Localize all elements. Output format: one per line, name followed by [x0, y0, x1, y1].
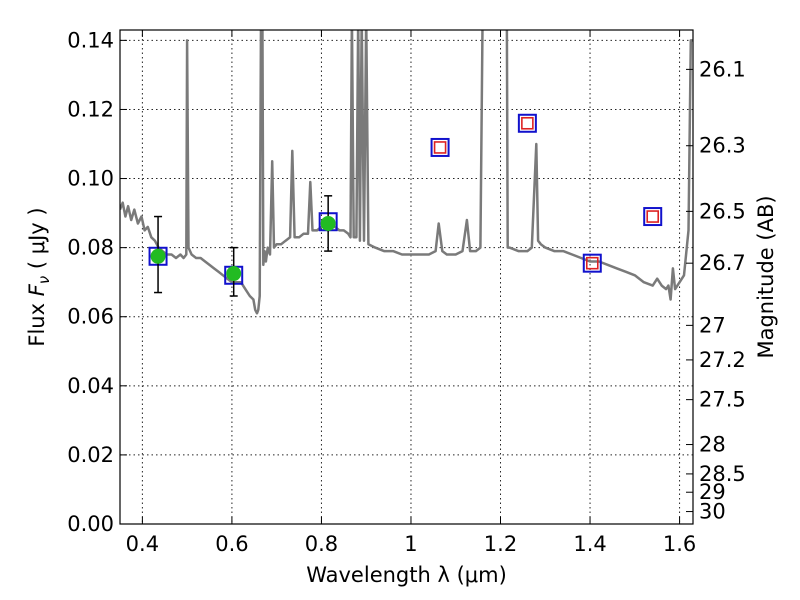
x-axis-title: Wavelength λ (μm): [306, 563, 507, 587]
y2-tick-label: 28: [699, 433, 726, 457]
axes-frame: [119, 29, 694, 525]
photometry-square-marker: [430, 137, 450, 157]
upper-limit-square-marker: [646, 210, 660, 223]
y2-tick-label: 27.2: [699, 348, 746, 372]
y-tick-label: 0.08: [67, 236, 114, 260]
y2-tick-label: 27.5: [699, 388, 746, 412]
upper-limit-square-marker: [433, 141, 447, 154]
y2-tick-label: 26.7: [699, 251, 746, 275]
y2-tick-label: 30: [699, 500, 726, 524]
y2-tick-label: 28.5: [699, 462, 746, 486]
y-axis-title-prefix: Flux: [25, 296, 49, 346]
photometry-square-marker: [517, 113, 537, 133]
y-tick-label: 0.02: [67, 443, 114, 467]
y-tick-label: 0.00: [67, 512, 114, 536]
y-tick-label: 0.10: [67, 167, 114, 191]
y2-tick-label: 26.1: [699, 57, 746, 81]
y2-tick-label: 26.5: [699, 199, 746, 223]
axis-ticks: 0.4 0.6 0.8 1 1.2 1.4 1.6 0.00 0.02 0.04 0.06 0.08 0…: [67, 28, 746, 556]
x-tick-label: 0.4: [126, 532, 159, 556]
y-axis-title-suffix: ( μJy ): [25, 207, 49, 275]
y-axis-title-subscript: ν: [35, 276, 53, 284]
measured-flux-point: [320, 215, 336, 231]
y-tick-label: 0.04: [67, 374, 114, 398]
y2-tick-label: 29: [699, 480, 726, 504]
x-tick-label: 0.8: [305, 532, 338, 556]
photometry-square-marker: [582, 253, 602, 273]
y-tick-label: 0.06: [67, 305, 114, 329]
y-axis-title: Flux Fν ( μJy ): [25, 207, 53, 346]
measured-flux-point: [150, 248, 166, 264]
spectrum-line: [120, 30, 693, 315]
y-tick-label: 0.14: [67, 28, 114, 52]
x-tick-label: 1: [404, 532, 417, 556]
x-tick-label: 1.4: [573, 532, 606, 556]
upper-limit-square-marker: [521, 116, 534, 130]
x-tick-label: 1.2: [484, 532, 517, 556]
photometry-square-marker: [643, 207, 663, 227]
grid-lines: [120, 30, 693, 524]
y2-tick-label: 27: [699, 313, 726, 337]
measured-flux-point: [226, 266, 242, 282]
upper-limit-square-marker: [585, 256, 599, 270]
y2-tick-label: 26.3: [699, 134, 746, 158]
y-axis-title-symbol: F: [25, 283, 49, 296]
x-tick-label: 0.6: [215, 532, 248, 556]
x-tick-label: 1.6: [663, 532, 696, 556]
plot-area: [120, 30, 693, 315]
y2-axis-title: Magnitude (AB): [754, 195, 778, 358]
y-tick-label: 0.12: [67, 97, 114, 121]
